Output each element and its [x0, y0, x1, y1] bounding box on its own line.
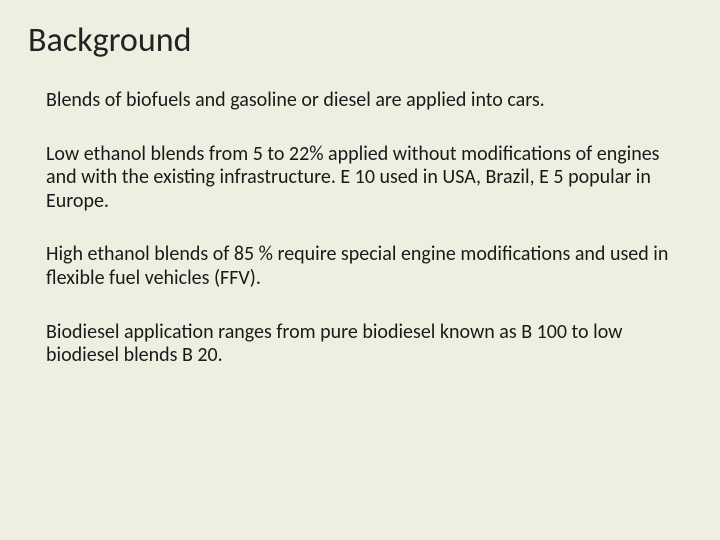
slide-title: Background: [28, 20, 692, 61]
paragraph: Biodiesel application ranges from pure b…: [46, 321, 674, 368]
paragraph: High ethanol blends of 85 % require spec…: [46, 243, 674, 290]
presentation-slide: Background Blends of biofuels and gasoli…: [0, 0, 720, 540]
paragraph: Blends of biofuels and gasoline or diese…: [46, 89, 674, 113]
paragraph: Low ethanol blends from 5 to 22% applied…: [46, 143, 674, 214]
slide-body: Blends of biofuels and gasoline or diese…: [28, 89, 692, 368]
